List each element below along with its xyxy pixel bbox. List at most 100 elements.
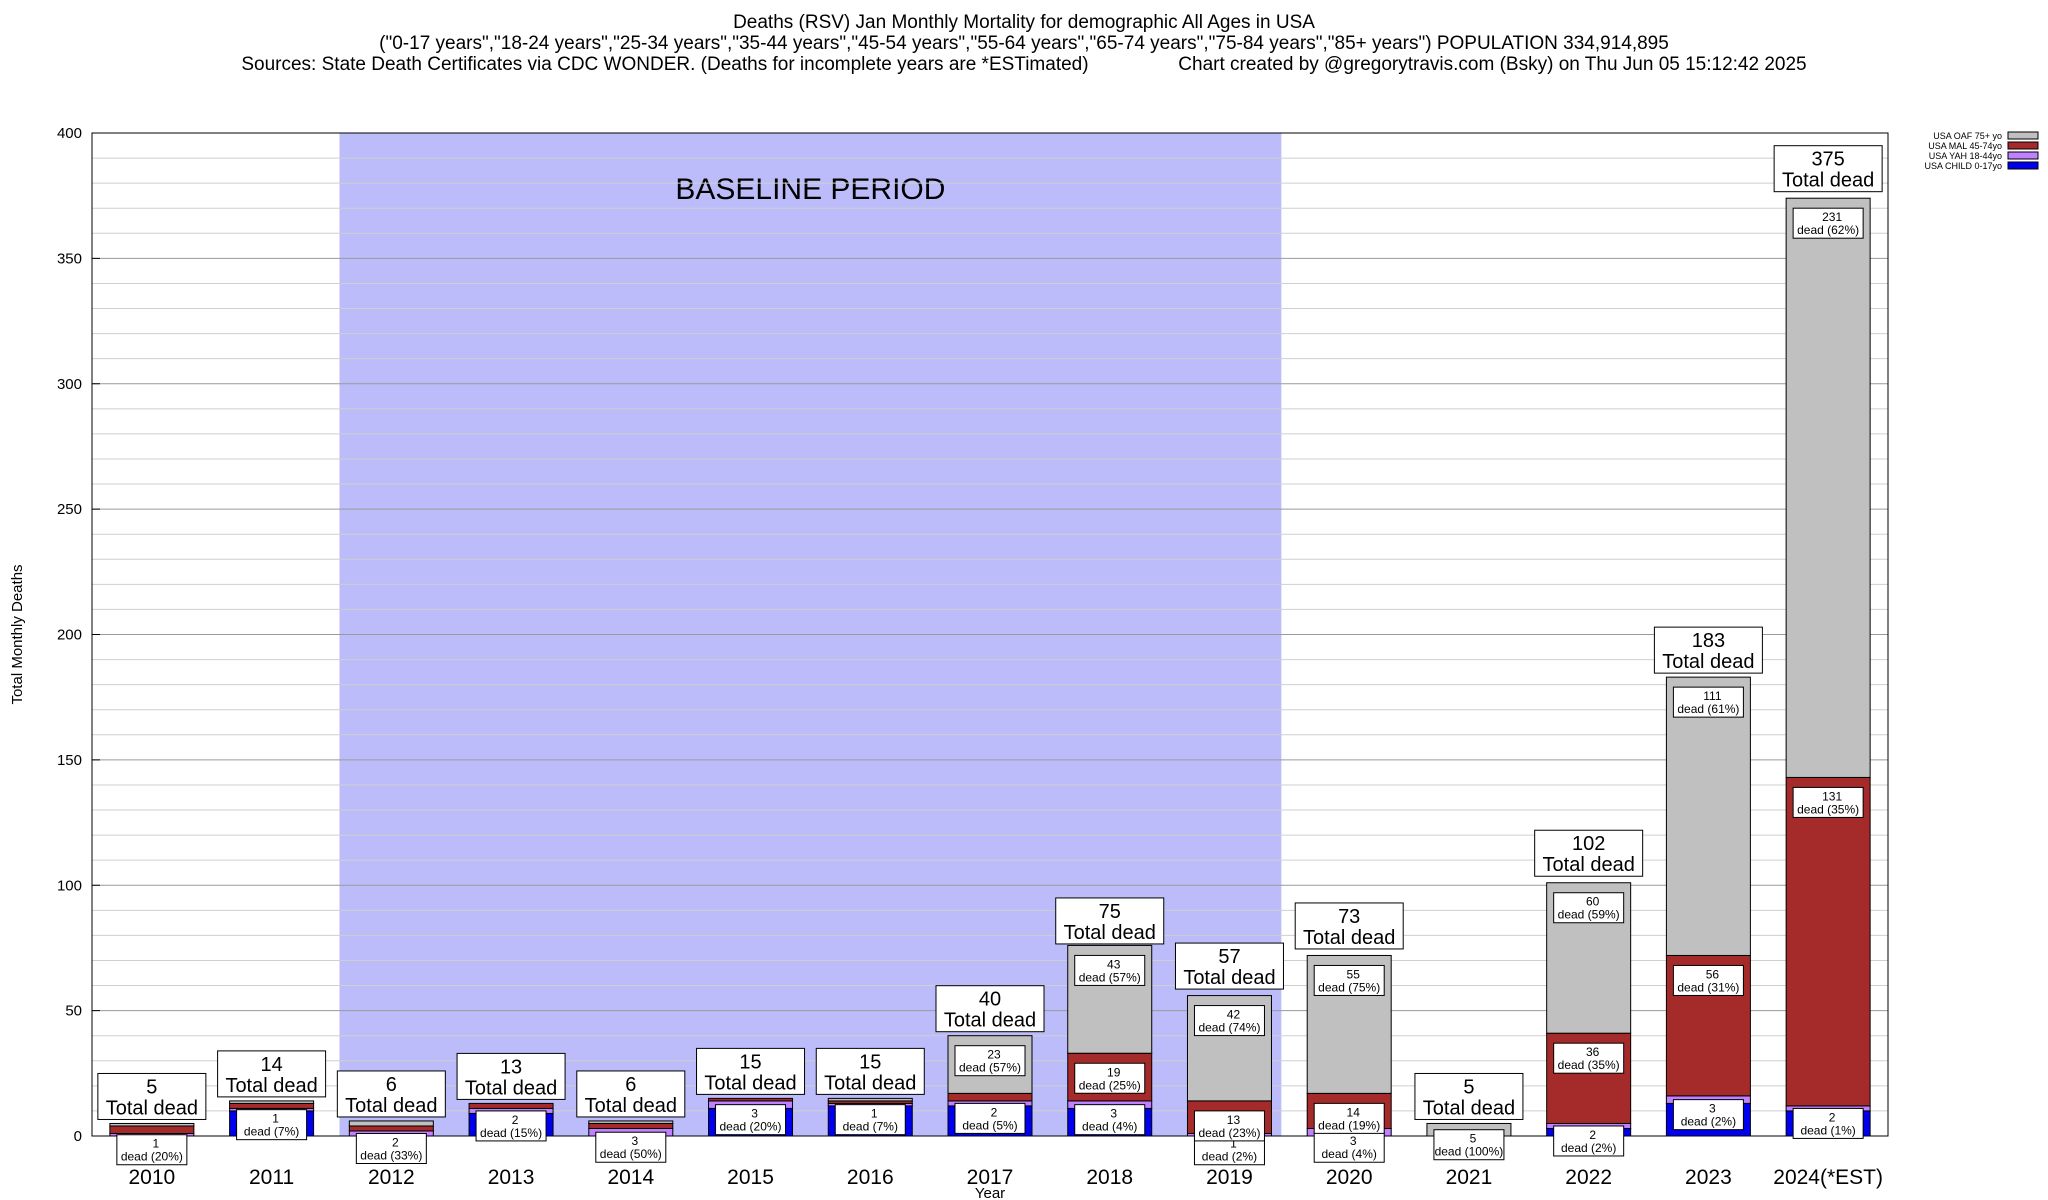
x-tick-label: 2024(*EST) <box>1773 1166 1883 1189</box>
x-axis-title: Year <box>975 1185 1005 1200</box>
segment-percent-label: dead (20%) <box>720 1120 782 1134</box>
segment-count-label: 55 <box>1347 967 1361 981</box>
segment-label-box <box>116 1134 188 1166</box>
segment-count-label: 43 <box>1107 957 1121 971</box>
total-value-label: 5 <box>146 1076 157 1098</box>
segment-label-box <box>236 1109 308 1141</box>
bar-segment <box>109 1122 195 1127</box>
total-label-box <box>576 1070 686 1118</box>
bar-segment <box>1665 676 1751 956</box>
segment-count-label: 23 <box>987 1048 1001 1062</box>
segment-percent-label: dead (62%) <box>1797 223 1859 237</box>
y-tick-label: 150 <box>57 752 82 769</box>
segment-label-box <box>834 1104 906 1136</box>
chart-subtitle-age-groups: ("0-17 years","18-24 years","25-34 years… <box>379 33 1669 54</box>
segment-percent-label: dead (74%) <box>1198 1021 1260 1035</box>
legend-swatch <box>2007 131 2039 140</box>
segment-count-label: 3 <box>631 1134 638 1148</box>
bar-segment <box>1785 776 1871 1107</box>
segment-percent-label: dead (75%) <box>1318 980 1380 994</box>
x-tick-label: 2013 <box>488 1166 535 1189</box>
x-tick-label: 2018 <box>1086 1166 1133 1189</box>
total-dead-label: Total dead <box>585 1095 677 1117</box>
bar-segment <box>827 1097 913 1102</box>
segment-count-label: 13 <box>1227 1113 1241 1127</box>
total-label-box <box>97 1072 207 1120</box>
segment-label-box <box>1193 1005 1265 1037</box>
segment-count-label: 231 <box>1822 210 1842 224</box>
y-tick-label: 50 <box>65 1003 82 1020</box>
y-tick-label: 350 <box>57 250 82 267</box>
x-tick-label: 2023 <box>1685 1166 1732 1189</box>
total-label-box <box>1534 829 1644 877</box>
legend-swatch <box>2007 141 2039 150</box>
segment-label-box <box>1313 964 1385 996</box>
segment-percent-label: dead (2%) <box>1561 1141 1616 1155</box>
total-value-label: 102 <box>1572 833 1605 855</box>
segment-label-box <box>355 1132 427 1164</box>
segment-label-box <box>954 1102 1026 1134</box>
total-value-label: 5 <box>1463 1076 1474 1098</box>
segment-count-label: 1 <box>1230 1137 1237 1151</box>
segment-percent-label: dead (5%) <box>962 1118 1017 1132</box>
segment-count-label: 60 <box>1586 895 1600 909</box>
segment-label-box <box>1074 1104 1146 1136</box>
chart-header: Deaths (RSV) Jan Monthly Mortality for d… <box>0 12 2048 75</box>
segment-count-label: 5 <box>1470 1132 1477 1146</box>
segment-percent-label: dead (15%) <box>480 1126 542 1140</box>
total-dead-label: Total dead <box>1064 922 1156 944</box>
total-label-box <box>1294 902 1404 950</box>
total-dead-label: Total dead <box>1782 170 1874 192</box>
total-value-label: 73 <box>1338 906 1360 928</box>
bar-segment <box>588 1122 674 1129</box>
bar-segment <box>1785 197 1871 778</box>
segment-count-label: 14 <box>1347 1105 1361 1119</box>
total-value-label: 15 <box>859 1051 881 1073</box>
segment-count-label: 111 <box>1703 689 1722 703</box>
segment-label-box <box>1553 1125 1625 1157</box>
segment-label-box <box>1792 786 1864 818</box>
total-label-box <box>217 1050 327 1098</box>
y-tick-label: 200 <box>57 627 82 644</box>
x-tick-label: 2021 <box>1446 1166 1493 1189</box>
x-tick-label: 2014 <box>607 1166 654 1189</box>
segment-percent-label: dead (20%) <box>121 1150 183 1164</box>
total-dead-label: Total dead <box>465 1077 557 1099</box>
x-tick-label: 2016 <box>847 1166 894 1189</box>
segment-percent-label: dead (35%) <box>1797 802 1859 816</box>
total-dead-label: Total dead <box>704 1072 796 1094</box>
segment-label-box <box>1672 964 1744 996</box>
segment-percent-label: dead (35%) <box>1558 1058 1620 1072</box>
bar-segment <box>468 1102 554 1109</box>
total-label-box <box>1653 626 1763 674</box>
total-dead-label: Total dead <box>1303 927 1395 949</box>
total-dead-label: Total dead <box>944 1010 1036 1032</box>
total-value-label: 183 <box>1692 630 1725 652</box>
x-tick-label: 2012 <box>368 1166 415 1189</box>
total-label-box <box>456 1052 566 1100</box>
segment-count-label: 2 <box>1589 1128 1596 1142</box>
segment-label-box <box>1433 1129 1505 1161</box>
total-label-box <box>815 1047 925 1095</box>
legend-swatch <box>2007 151 2039 160</box>
segment-percent-label: dead (19%) <box>1318 1118 1380 1132</box>
segment-count-label: 3 <box>1110 1107 1117 1121</box>
total-label-box <box>935 985 1045 1033</box>
segment-count-label: 2 <box>392 1135 399 1149</box>
legend-label: USA YAH 18-44yo <box>1929 151 2002 161</box>
baseline-period-label: BASELINE PERIOD <box>675 173 945 206</box>
chart-title: Deaths (RSV) Jan Monthly Mortality for d… <box>733 12 1315 33</box>
segment-count-label: 1 <box>871 1107 878 1121</box>
segment-label-box <box>715 1104 787 1136</box>
x-tick-label: 2022 <box>1565 1166 1612 1189</box>
total-label-box <box>1174 942 1284 990</box>
total-label-box <box>1773 145 1883 193</box>
segment-label-box <box>1313 1102 1385 1134</box>
x-tick-label: 2017 <box>967 1166 1014 1189</box>
total-dead-label: Total dead <box>1543 854 1635 876</box>
total-dead-label: Total dead <box>1423 1097 1515 1119</box>
y-tick-label: 0 <box>74 1128 82 1145</box>
total-value-label: 40 <box>979 989 1001 1011</box>
segment-label-box <box>954 1045 1026 1077</box>
